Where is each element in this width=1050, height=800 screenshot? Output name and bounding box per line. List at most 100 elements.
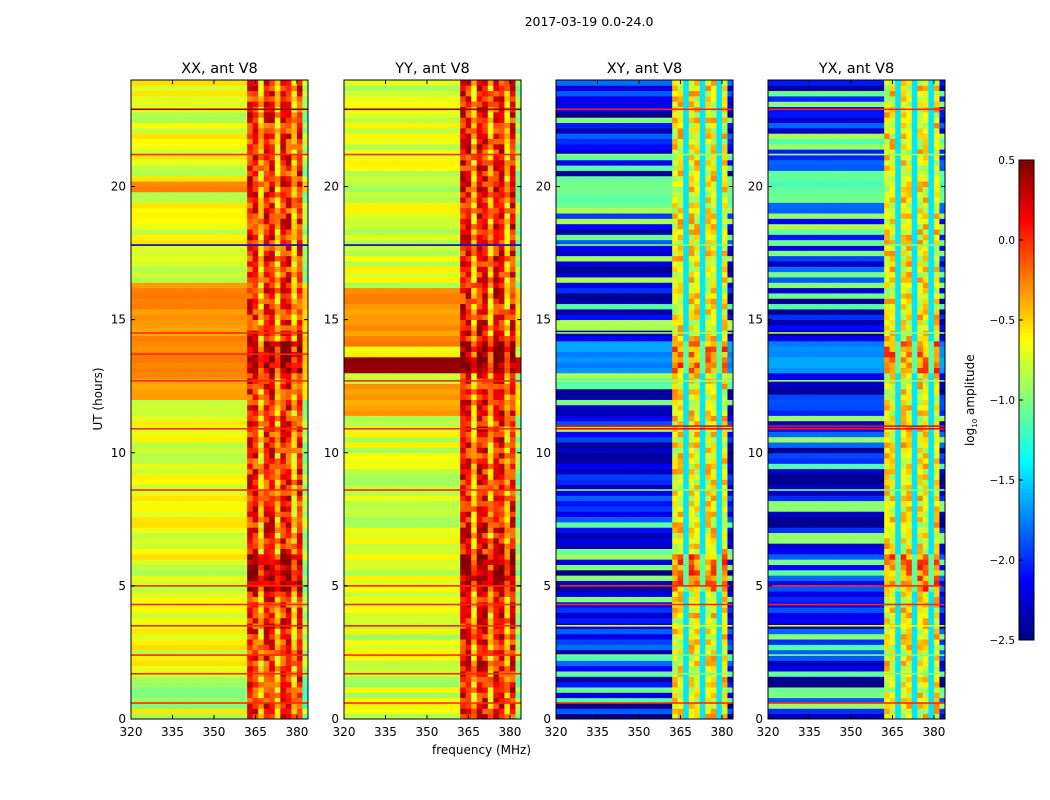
- heatmap-cell: [509, 559, 516, 565]
- heatmap-cell: [302, 516, 309, 523]
- heatmap-cell: [186, 213, 193, 219]
- heatmap-cell: [202, 282, 209, 289]
- heatmap-cell: [291, 191, 298, 198]
- heatmap-cell: [258, 143, 265, 150]
- heatmap-cell: [131, 261, 137, 267]
- heatmap-cell: [158, 404, 165, 411]
- heatmap-cell: [252, 521, 259, 528]
- heatmap-cell: [136, 207, 143, 214]
- heatmap-cell: [263, 500, 270, 507]
- heatmap-cell: [197, 436, 204, 443]
- heatmap-cell: [153, 266, 160, 273]
- heatmap-cell: [471, 596, 478, 603]
- heatmap-cell: [515, 591, 522, 597]
- heatmap-cell: [360, 628, 367, 635]
- heatmap-cell: [236, 575, 243, 581]
- heatmap-cell: [236, 95, 243, 102]
- heatmap-cell: [349, 543, 356, 549]
- heatmap-cell: [388, 628, 395, 635]
- heatmap-cell: [186, 239, 193, 246]
- heatmap-cell: [225, 293, 231, 299]
- heatmap-cell: [236, 372, 243, 379]
- heatmap-cell: [230, 388, 237, 395]
- heatmap-cell: [252, 628, 259, 635]
- heatmap-cell: [377, 676, 384, 683]
- heatmap-cell: [186, 676, 193, 683]
- heatmap-cell: [487, 607, 494, 613]
- heatmap-cell: [213, 537, 220, 544]
- heatmap-cell: [274, 495, 281, 502]
- heatmap-cell: [471, 644, 478, 651]
- heatmap-cell: [153, 314, 160, 321]
- heatmap-cell: [164, 500, 171, 507]
- heatmap-cell: [153, 239, 160, 246]
- heatmap-cell: [219, 197, 226, 203]
- heatmap-cell: [175, 255, 182, 262]
- heatmap-cell: [230, 85, 237, 92]
- heatmap-cell: [377, 596, 384, 603]
- heatmap-cell: [269, 394, 276, 400]
- heatmap-cell: [482, 585, 489, 592]
- heatmap-cell: [191, 85, 198, 92]
- heatmap-cell: [225, 692, 231, 699]
- heatmap-cell: [296, 681, 303, 688]
- heatmap-cell: [131, 117, 137, 124]
- heatmap-cell: [438, 617, 444, 624]
- heatmap-cell: [142, 506, 148, 512]
- heatmap-cell: [465, 649, 472, 656]
- heatmap-cell: [285, 452, 292, 459]
- heatmap-cell: [186, 80, 193, 86]
- heatmap-cell: [371, 553, 378, 560]
- heatmap-cell: [476, 553, 483, 560]
- heatmap-cell: [219, 490, 226, 496]
- heatmap-cell: [509, 681, 516, 688]
- heatmap-cell: [202, 138, 209, 145]
- heatmap-cell: [269, 85, 276, 92]
- heatmap-cell: [432, 569, 439, 576]
- heatmap-cell: [302, 495, 309, 502]
- heatmap-cell: [164, 303, 171, 310]
- heatmap-cell: [158, 420, 165, 427]
- heatmap-cell: [208, 703, 215, 709]
- heatmap-cell: [377, 665, 384, 672]
- heatmap-cell: [247, 362, 254, 368]
- heatmap-cell: [269, 127, 276, 134]
- heatmap-cell: [454, 569, 461, 576]
- heatmap-cell: [175, 202, 182, 209]
- heatmap-cell: [280, 612, 287, 619]
- heatmap-cell: [410, 612, 417, 619]
- heatmap-cell: [236, 335, 243, 342]
- heatmap-cell: [213, 175, 220, 182]
- heatmap-cell: [186, 655, 193, 661]
- heatmap-cell: [285, 500, 292, 507]
- heatmap-cell: [252, 703, 259, 709]
- heatmap-cell: [175, 191, 182, 198]
- heatmap-cell: [225, 85, 231, 92]
- heatmap-cell: [225, 159, 231, 166]
- heatmap-cell: [476, 575, 483, 581]
- heatmap-cell: [404, 612, 411, 619]
- heatmap-cell: [236, 617, 243, 624]
- heatmap-cell: [247, 293, 254, 299]
- heatmap-cell: [349, 713, 356, 720]
- heatmap-cell: [202, 692, 209, 699]
- heatmap-cell: [202, 420, 209, 427]
- heatmap-cell: [410, 687, 417, 693]
- heatmap-cell: [225, 543, 231, 549]
- heatmap-cell: [153, 447, 160, 454]
- heatmap-cell: [230, 580, 237, 587]
- heatmap-cell: [180, 346, 187, 352]
- heatmap-cell: [136, 564, 143, 571]
- heatmap-cell: [274, 500, 281, 507]
- heatmap-cell: [280, 559, 287, 565]
- heatmap-cell: [191, 245, 198, 251]
- heatmap-cell: [241, 500, 248, 507]
- heatmap-cell: [219, 442, 226, 448]
- heatmap-cell: [280, 111, 287, 118]
- heatmap-cell: [258, 569, 265, 576]
- heatmap-cell: [432, 692, 439, 699]
- heatmap-cell: [247, 404, 254, 411]
- heatmap-cell: [197, 628, 204, 635]
- heatmap-cell: [175, 293, 182, 299]
- heatmap-cell: [465, 665, 472, 672]
